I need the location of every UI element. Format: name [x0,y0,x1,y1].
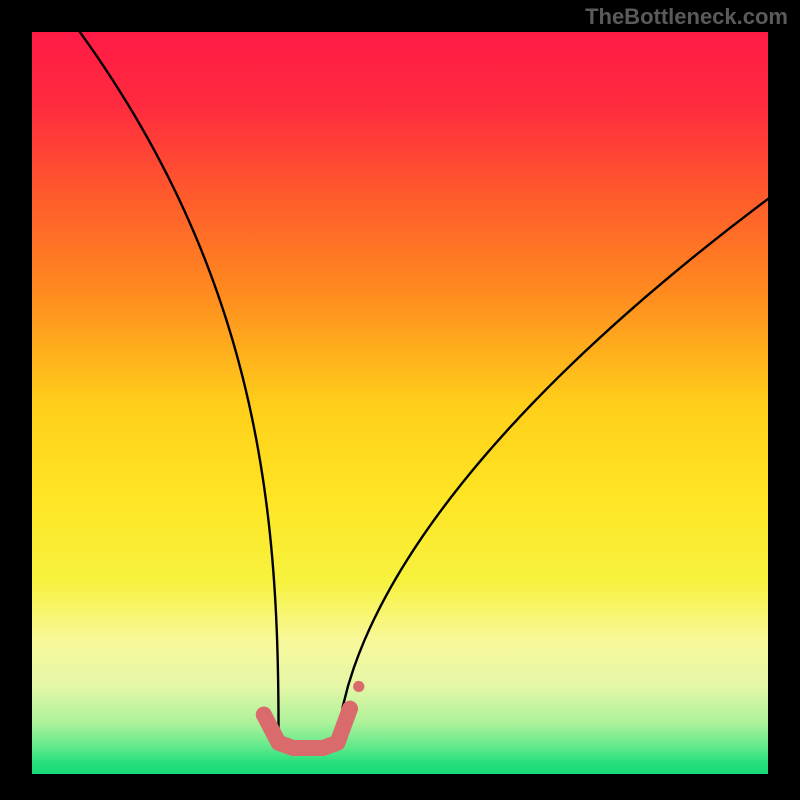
marker-group [256,681,365,748]
marker-dot [256,707,272,723]
watermark-text: TheBottleneck.com [585,4,788,30]
curve-svg [32,32,768,774]
marker-dot-detached [353,681,364,692]
marker-dot [342,701,358,717]
chart-container: TheBottleneck.com [0,0,800,800]
bottleneck-curve [80,32,768,748]
plot-area [32,32,768,774]
marker-path [264,709,350,748]
